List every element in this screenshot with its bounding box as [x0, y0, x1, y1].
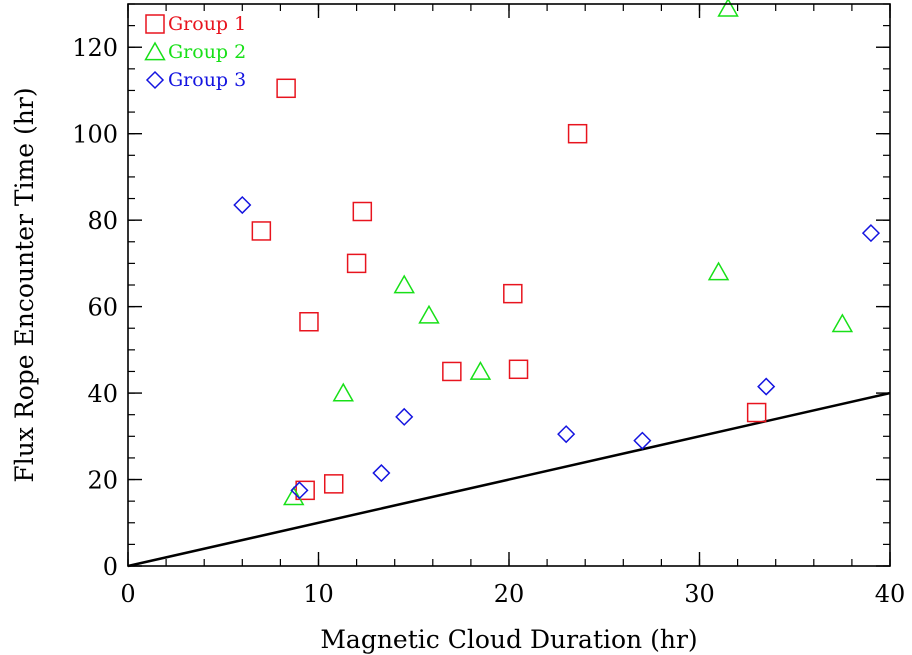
- y-tick-label: 20: [87, 467, 118, 495]
- data-point: [352, 201, 373, 222]
- series-group-2: [282, 0, 854, 506]
- data-point: [503, 283, 523, 304]
- y-tick-label: 60: [87, 294, 118, 322]
- y-tick-label: 40: [87, 380, 118, 408]
- data-point: [831, 313, 854, 333]
- data-point: [633, 431, 652, 450]
- data-point: [332, 382, 355, 402]
- data-point: [233, 195, 252, 215]
- tick-labels: 0 10 20 30 40 0 20 40 60 80 100 120: [72, 34, 905, 608]
- y-tick-label: 0: [103, 553, 118, 581]
- data-point: [372, 463, 391, 483]
- series-group-1: [251, 78, 767, 501]
- y-tick-label: 120: [72, 34, 118, 62]
- data-point: [299, 311, 319, 332]
- y-tick-label: 80: [87, 207, 118, 235]
- legend-label: Group 3: [168, 69, 246, 91]
- data-markers: [233, 0, 881, 506]
- data-point: [251, 221, 272, 241]
- data-point: [746, 402, 767, 423]
- legend-label: Group 2: [168, 41, 246, 63]
- data-point: [469, 360, 492, 380]
- series-group-3: [233, 195, 881, 500]
- data-point: [442, 361, 462, 382]
- legend-marker: [145, 70, 165, 90]
- data-point: [757, 377, 776, 396]
- x-tick-label: 30: [684, 580, 715, 608]
- data-point: [393, 274, 415, 294]
- legend-item: Group 2: [144, 41, 246, 63]
- legend-item: Group 3: [145, 69, 246, 91]
- data-point: [276, 78, 296, 99]
- x-tick-label: 10: [303, 580, 334, 608]
- x-tick-label: 0: [120, 580, 135, 608]
- y-axis-label: Flux Rope Encounter Time (hr): [10, 87, 39, 482]
- data-point: [861, 224, 881, 243]
- legend-item: Group 1: [145, 13, 246, 35]
- y-tick-label: 100: [72, 121, 118, 149]
- data-point: [418, 304, 440, 324]
- legend: Group 1 Group 2 Group 3: [144, 13, 246, 91]
- data-point: [395, 407, 414, 426]
- data-point: [557, 425, 576, 444]
- data-point: [717, 0, 739, 17]
- plot-frame: [127, 3, 891, 567]
- data-point: [346, 253, 367, 274]
- data-point: [295, 480, 315, 501]
- legend-marker: [144, 41, 166, 61]
- data-point: [707, 261, 730, 281]
- data-point: [290, 481, 309, 500]
- data-point: [508, 359, 529, 380]
- x-tick-label: 40: [875, 580, 906, 608]
- data-point: [323, 474, 344, 494]
- data-point: [282, 486, 305, 506]
- legend-label: Group 1: [168, 13, 246, 35]
- x-axis-label: Magnetic Cloud Duration (hr): [320, 625, 697, 654]
- legend-marker: [145, 14, 165, 34]
- data-point: [567, 123, 588, 144]
- x-tick-label: 20: [494, 580, 525, 608]
- reference-line: [127, 391, 891, 568]
